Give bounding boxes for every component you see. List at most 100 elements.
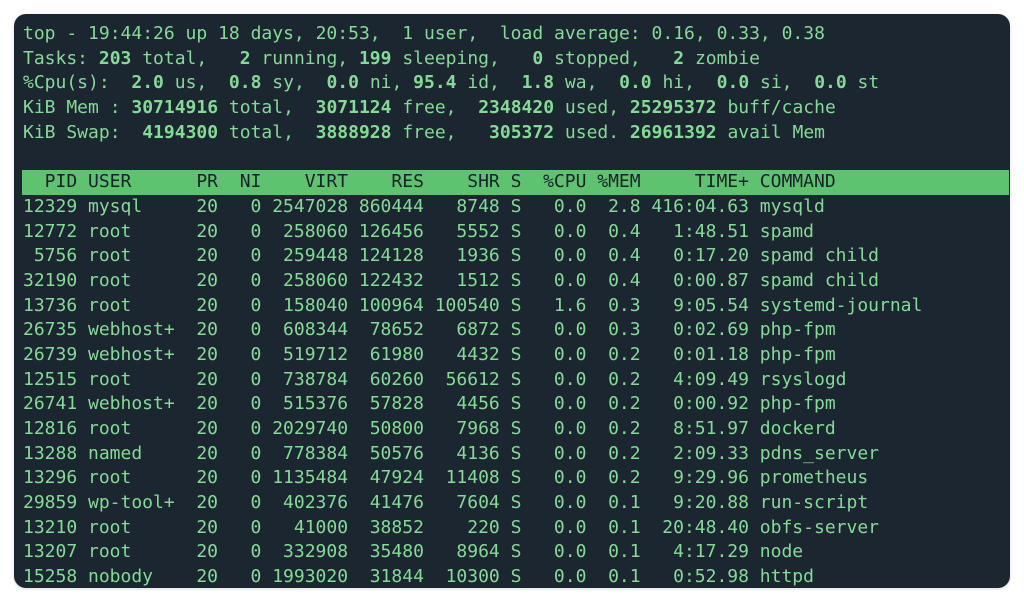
cell: 860444 [358,195,424,217]
cell: 4136 [456,442,500,464]
cell: 0 [250,541,262,563]
cell: wp-tool+ [88,492,175,514]
cell: root [88,418,132,439]
summary-text: running, [250,47,359,69]
summary-value: 4194300 [142,121,219,143]
summary-value: 2.0 [131,72,164,94]
cell: 8964 [456,541,500,563]
cell: webhost+ [88,343,175,365]
cell: pdns_server [759,442,880,464]
table-row: 5756 root 20 0 259448 124128 1936 S 0.0 0.4 0:17.2… [23,244,1010,269]
table-row: 13210 root 20 0 41000 38852 220 S 0.0 0.1 20:48.40… [23,516,1010,541]
cell: 50576 [369,442,424,464]
summary: top - 19:44:26 up 18 days, 20:53, 1 user… [23,22,1010,145]
cell: 0 [250,368,262,390]
cell: spamd child [759,245,880,267]
summary-text: zombie [684,47,760,69]
cell: httpd [759,566,814,588]
cell: root [88,541,132,563]
cell: 11408 [445,467,500,489]
cell: 0 [250,492,262,514]
summary-text: id, [456,72,522,94]
cell: 26739 [23,343,78,365]
summary-text: KiB Mem : [23,97,132,119]
table-row: 13736 root 20 0 158040 100964 100540 S 1.6 0.3 9:0… [23,294,1010,319]
cell: systemd-journal [759,294,923,316]
summary-value: 26961392 [629,121,717,143]
table-row: 26741 webhost+ 20 0 515376 57828 4456 S 0.0 0.2 0:… [23,392,1010,417]
cell: spamd [759,220,814,242]
summary-text: sy, [261,72,327,94]
summary-text: us, [163,72,229,94]
cell: mysqld [759,195,825,217]
cell: 0.0 [553,393,587,415]
cell: 15258 [23,566,78,588]
cell: 0.2 [608,343,641,365]
summary-value: 2 [239,47,251,69]
cell: 35480 [369,541,424,563]
cell: 20 [196,195,219,217]
cell: 0.0 [553,541,587,563]
summary-text: total, [131,47,240,69]
cell: root [88,245,132,267]
cell: 12329 [23,195,78,217]
cell: S [510,195,522,217]
cell: 0 [250,220,262,242]
cell: root [88,294,132,316]
cell: 1.6 [553,294,587,316]
cell: 0.0 [553,245,587,267]
cell: 0 [250,319,262,341]
cell: 9:20.88 [673,492,749,514]
cell: PID [44,171,78,193]
cell: 47924 [369,467,424,489]
cell: 60260 [369,368,424,390]
summary-text: %Cpu(s): [23,72,132,94]
cell: 7968 [456,418,500,439]
cell: 78652 [369,319,424,341]
cell: 332908 [283,541,349,563]
cell: S [510,492,522,514]
cell: 0:02.69 [673,319,749,341]
summary-value: 1.8 [521,72,555,94]
cell: 20 [196,343,219,365]
cell: 0.0 [553,319,587,341]
cell: 0.3 [608,294,641,316]
cell: 31844 [369,566,424,588]
cell: 0.2 [608,368,641,390]
summary-value: 305372 [489,121,555,143]
table-row: 32190 root 20 0 258060 122432 1512 S 0.0 0.4 0:00.… [23,269,1010,294]
cell: 41476 [369,492,424,514]
cell: 0.1 [608,492,641,514]
summary-text: top - 19:44:26 up 18 days, 20:53, 1 user… [23,23,825,44]
cell: 2547028 [272,195,349,217]
summary-text: hi, [651,72,717,94]
summary-text: st [846,72,880,94]
cell: 126456 [358,220,424,242]
cell: 0.0 [553,368,587,390]
terminal: top - 19:44:26 up 18 days, 20:53, 1 user… [14,14,1010,588]
cell: 4:17.29 [673,541,749,563]
summary-text: stopped, [543,47,674,69]
process-table: PID USER PR NI VIRT RES SHR S %CPU %MEM TIME+ COMMA… [22,170,1010,590]
cell: S [510,368,522,390]
cell: webhost+ [88,319,175,341]
cell: 0.0 [553,269,587,291]
cell: 0.1 [608,566,641,588]
summary-text: KiB Swap: [23,121,143,143]
cell: root [88,368,132,390]
cell: 5756 [33,245,78,267]
cell: 13207 [23,541,78,563]
summary-text: total, [218,121,316,143]
summary-value: 30714916 [131,97,219,119]
cell: 4456 [456,393,500,415]
cell: 0:01.18 [673,343,749,365]
cell: 0:00.92 [673,393,749,415]
cell: obfs-server [759,516,880,538]
summary-line: %Cpu(s): 2.0 us, 0.8 sy, 0.0 ni, 95.4 id… [23,71,1010,96]
cell: php-fpm [759,343,836,365]
table-row: 13207 root 20 0 332908 35480 8964 S 0.0 0.1 4:17.2… [23,540,1010,565]
summary-value: 25295372 [629,97,717,119]
cell: 0 [250,343,262,365]
summary-value: 0.0 [326,72,359,94]
summary-text: used. [554,121,630,143]
